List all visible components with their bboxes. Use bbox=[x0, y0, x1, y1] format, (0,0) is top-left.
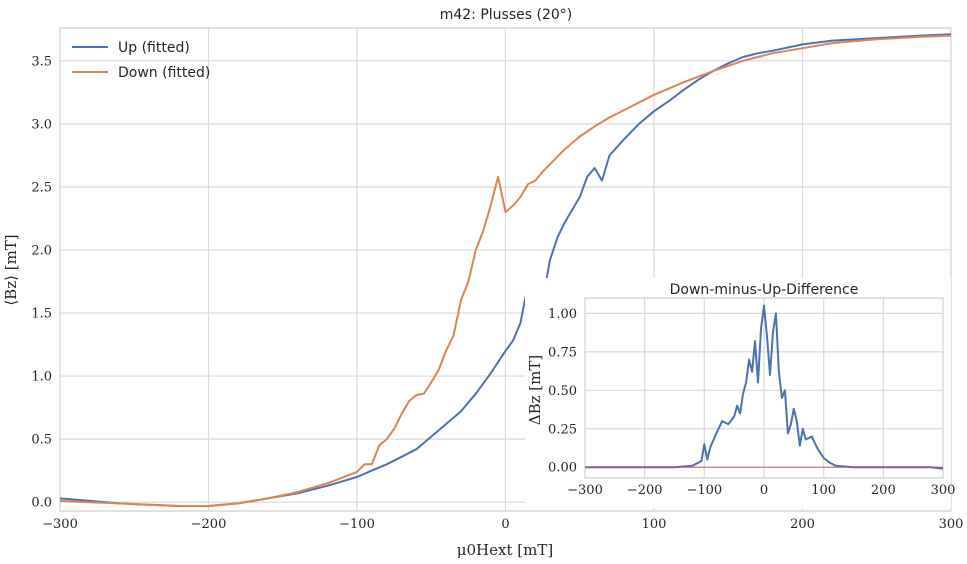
main-y-tick-label: 1.0 bbox=[31, 370, 52, 385]
inset-x-tick-label: −300 bbox=[567, 483, 603, 498]
legend-label-down: Down (fitted) bbox=[118, 65, 210, 81]
main-chart-title: m42: Plusses (20°) bbox=[440, 7, 573, 23]
main-y-tick-label: 2.5 bbox=[31, 180, 52, 195]
main-x-axis-label: μ0Hext [mT] bbox=[457, 541, 553, 559]
main-x-tick-label: 200 bbox=[790, 517, 815, 532]
inset-x-tick-label: −100 bbox=[686, 483, 722, 498]
inset-y-tick-label: 0.75 bbox=[548, 345, 577, 360]
inset-x-tick-label: 100 bbox=[811, 483, 836, 498]
inset-y-tick-label: 0.50 bbox=[548, 384, 577, 399]
inset-y-axis-label: ΔBz [mT] bbox=[526, 355, 544, 425]
inset-y-tick-label: 0.25 bbox=[548, 422, 577, 437]
inset-chart: Down-minus-Up-Difference −300 −200 −100 0 10… bbox=[525, 278, 955, 508]
main-y-tick-label: 1.5 bbox=[31, 307, 52, 322]
inset-y-tick-label: 0.00 bbox=[548, 461, 577, 476]
inset-x-tick-label: 0 bbox=[760, 483, 768, 498]
inset-y-tick-label: 1.00 bbox=[548, 307, 577, 322]
main-y-tick-label: 3.5 bbox=[31, 54, 52, 69]
inset-chart-title: Down-minus-Up-Difference bbox=[670, 282, 859, 298]
main-y-tick-label: 3.0 bbox=[31, 117, 52, 132]
main-x-tick-label: −200 bbox=[191, 517, 227, 532]
legend-label-up: Up (fitted) bbox=[118, 40, 190, 56]
main-series-line-1 bbox=[59, 34, 952, 507]
main-x-tick-label: −100 bbox=[339, 517, 375, 532]
main-x-tick-label: −300 bbox=[42, 517, 78, 532]
main-y-tick-label: 0.0 bbox=[31, 496, 52, 511]
inset-series-line-0 bbox=[585, 304, 944, 470]
main-y-tick-label: 2.0 bbox=[31, 243, 52, 258]
main-x-tick-label: 300 bbox=[939, 517, 964, 532]
inset-x-tick-label: −200 bbox=[627, 483, 663, 498]
inset-x-tick-label: 300 bbox=[931, 483, 956, 498]
inset-series bbox=[585, 304, 944, 470]
main-x-tick-label: 100 bbox=[642, 517, 667, 532]
inset-x-tick-label: 200 bbox=[871, 483, 896, 498]
main-y-tick-label: 0.5 bbox=[31, 433, 52, 448]
main-x-tick-label: 0 bbox=[501, 517, 509, 532]
main-y-axis-label: ⟨Bz⟩ [mT] bbox=[2, 234, 20, 305]
inset-tick-labels: −300 −200 −100 0 100 200 300 0.00 0.25 0.50 0.75 1.… bbox=[548, 307, 955, 498]
legend: Up (fitted) Down (fitted) bbox=[72, 40, 210, 81]
main-tick-labels: −300 −200 −100 0 100 200 300 0.0 0.5 1.0 1.5 2.0 2.5… bbox=[31, 54, 963, 532]
